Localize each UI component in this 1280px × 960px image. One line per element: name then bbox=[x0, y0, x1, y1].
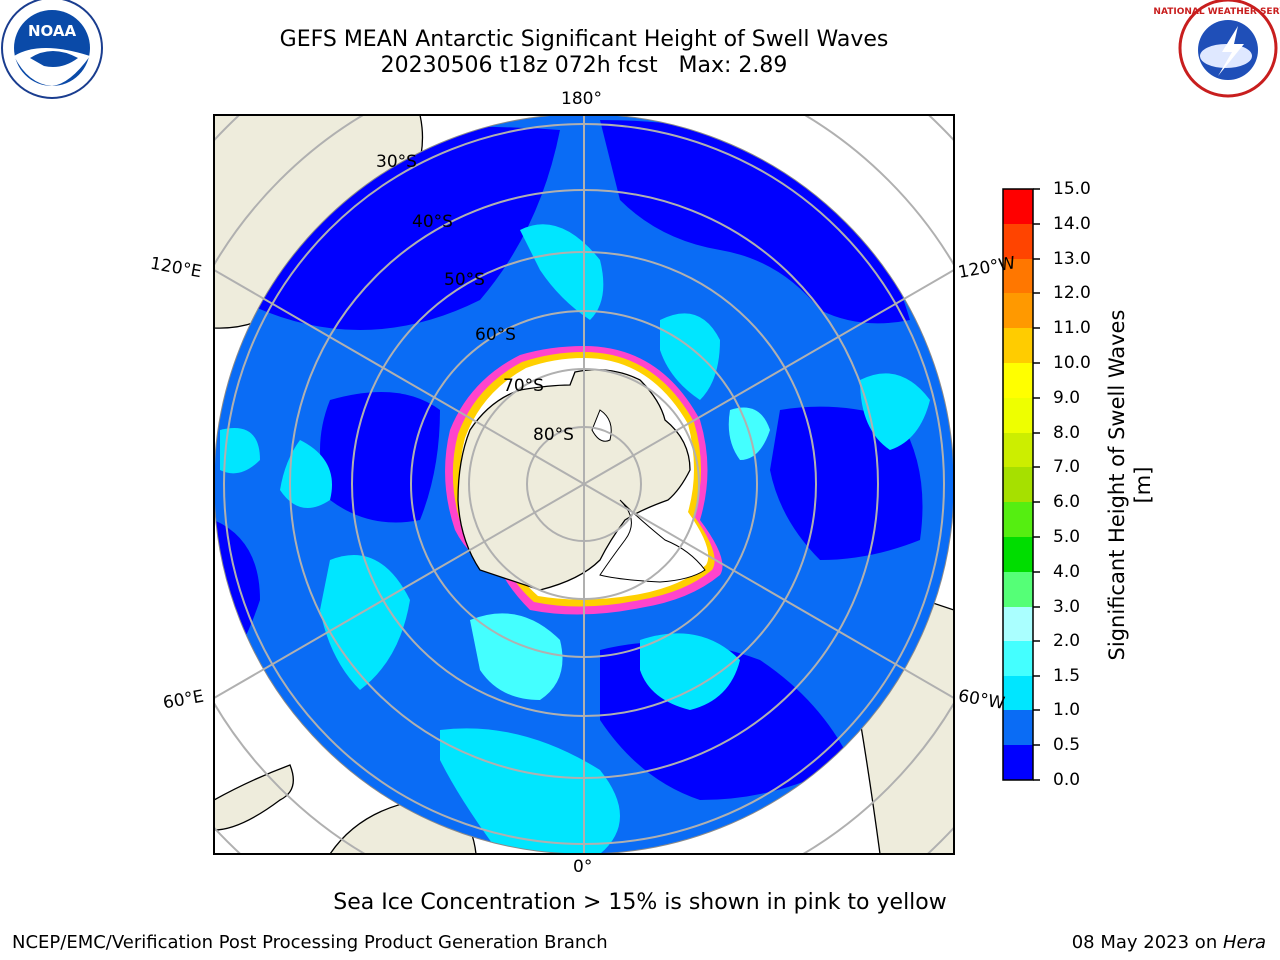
cb-tick: 8.0 bbox=[1053, 423, 1081, 443]
cb-tick: 7.0 bbox=[1053, 457, 1081, 477]
title-line-2: 20230506 t18z 072h fcst Max: 2.89 bbox=[380, 53, 788, 78]
nws-logo: NATIONAL WEATHER SERVICE bbox=[1153, 0, 1280, 98]
cb-tick: 13.0 bbox=[1053, 249, 1091, 269]
lon-label-180: 180° bbox=[561, 89, 602, 109]
footer-date-text: 08 May 2023 on bbox=[1071, 932, 1223, 953]
cb-tick: 9.0 bbox=[1053, 388, 1081, 408]
cb-tick: 11.0 bbox=[1053, 318, 1091, 338]
svg-text:NOAA: NOAA bbox=[28, 22, 77, 40]
lat-label-50s: 50°S bbox=[444, 270, 485, 290]
lat-label-60s: 60°S bbox=[475, 325, 516, 345]
cb-tick: 4.0 bbox=[1053, 562, 1081, 582]
noaa-logo: NOAA bbox=[1, 0, 103, 99]
colorbar bbox=[1002, 188, 1040, 781]
cb-tick: 10.0 bbox=[1053, 353, 1091, 373]
cb-tick: 12.0 bbox=[1053, 283, 1091, 303]
footer-branch: NCEP/EMC/Verification Post Processing Pr… bbox=[12, 932, 608, 953]
cb-tick: 14.0 bbox=[1053, 214, 1091, 234]
lat-label-30s: 30°S bbox=[376, 152, 417, 172]
footer-host: Hera bbox=[1222, 932, 1266, 953]
cb-tick: 0.0 bbox=[1053, 770, 1081, 790]
cb-tick: 6.0 bbox=[1053, 492, 1081, 512]
cb-tick: 2.0 bbox=[1053, 631, 1081, 651]
cb-tick: 5.0 bbox=[1053, 527, 1081, 547]
svg-text:NATIONAL WEATHER SERVICE: NATIONAL WEATHER SERVICE bbox=[1153, 7, 1280, 17]
sea-ice-note: Sea Ice Concentration > 15% is shown in … bbox=[333, 890, 947, 915]
lat-label-80s: 80°S bbox=[533, 425, 574, 445]
cb-tick: 3.0 bbox=[1053, 597, 1081, 617]
land-antarctica bbox=[457, 369, 691, 591]
cb-tick: 1.0 bbox=[1053, 700, 1081, 720]
lat-label-40s: 40°S bbox=[412, 212, 453, 232]
lon-label-0: 0° bbox=[573, 857, 593, 877]
cb-tick: 15.0 bbox=[1053, 179, 1091, 199]
footer-date: 08 May 2023 on Hera bbox=[1072, 932, 1266, 953]
colorbar-label: Significant Height of Swell Waves [m] bbox=[1105, 309, 1155, 661]
cb-tick: 0.5 bbox=[1053, 735, 1081, 755]
cb-tick: 1.5 bbox=[1053, 666, 1081, 686]
lat-label-70s: 70°S bbox=[503, 376, 544, 396]
title-line-1: GEFS MEAN Antarctic Significant Height o… bbox=[279, 27, 889, 52]
map-area bbox=[214, 115, 954, 854]
